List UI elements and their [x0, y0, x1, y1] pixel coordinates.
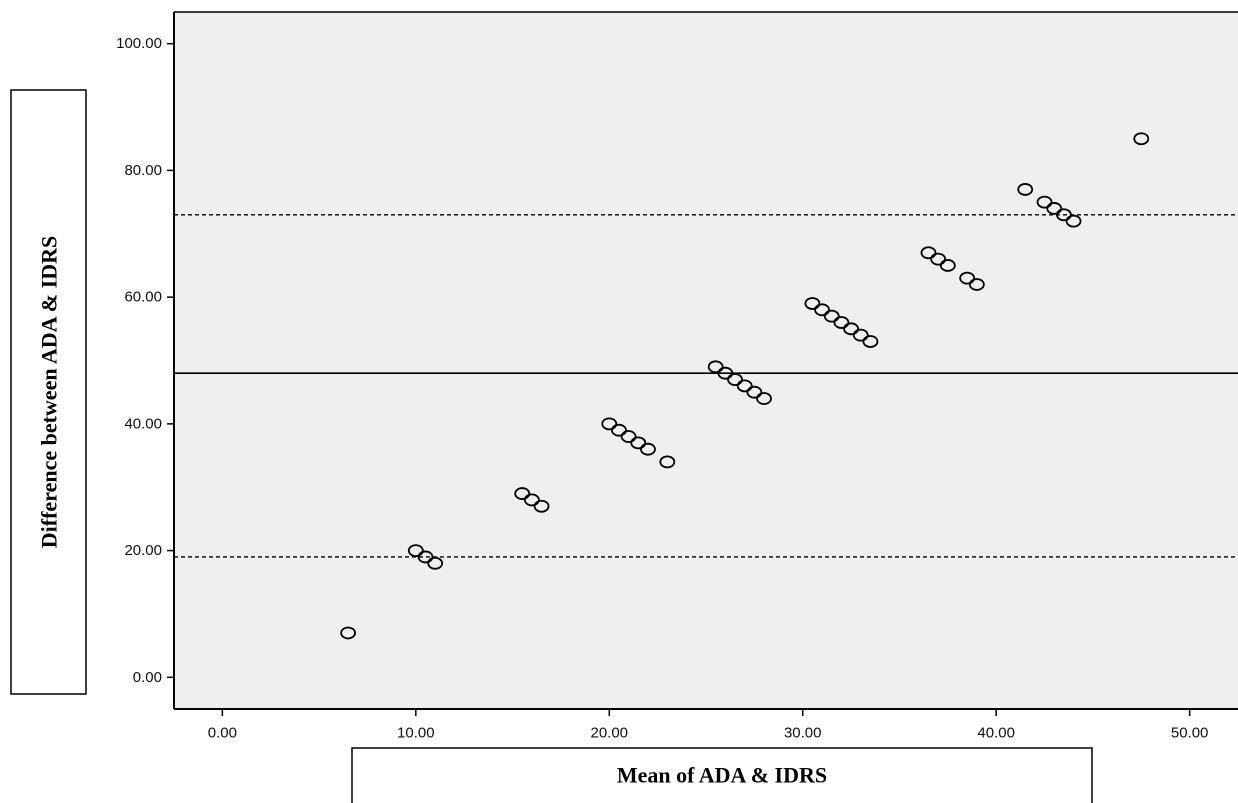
y-tick-label: 0.00	[133, 669, 162, 686]
data-point	[736, 379, 753, 393]
data-point	[1065, 214, 1082, 228]
data-point	[1055, 208, 1072, 222]
x-axis-ticks: 0.00 10.00 20.00 30.00 40.00 50.00	[208, 709, 1209, 742]
data-point	[523, 493, 540, 507]
data-point	[930, 252, 947, 266]
data-point	[852, 328, 869, 342]
data-point	[968, 278, 985, 291]
data-point	[814, 303, 830, 317]
data-point	[407, 544, 424, 557]
x-tick-label: 20.00	[590, 725, 628, 742]
data-points	[340, 132, 1150, 640]
x-tick-label: 50.00	[1171, 725, 1209, 742]
data-point	[833, 316, 850, 329]
data-point	[727, 373, 743, 386]
data-point	[707, 360, 724, 374]
data-point	[620, 430, 637, 443]
data-point	[640, 442, 656, 456]
y-tick-label: 60.00	[124, 289, 162, 306]
data-point	[533, 499, 550, 513]
x-tick-label: 10.00	[397, 725, 435, 742]
x-tick-label: 0.00	[208, 725, 237, 742]
data-point	[514, 487, 531, 500]
data-point	[862, 335, 879, 348]
data-point	[804, 297, 821, 310]
plot-area	[174, 12, 1238, 709]
data-point	[340, 626, 357, 640]
y-axis-title-box	[10, 89, 87, 695]
data-point	[611, 423, 627, 437]
data-point	[920, 246, 937, 260]
y-tick-label: 100.00	[116, 35, 162, 52]
y-tick-label: 20.00	[124, 542, 162, 559]
data-point	[746, 385, 763, 399]
x-axis-title: Mean of ADA & IDRS	[617, 763, 827, 788]
y-tick-label: 80.00	[124, 162, 162, 179]
data-point	[1036, 195, 1053, 209]
data-point	[939, 259, 956, 272]
y-tick-label: 40.00	[124, 415, 162, 432]
data-point	[1017, 183, 1034, 196]
x-axis-title-box	[351, 747, 1093, 803]
y-axis-title: Difference between ADA & IDRS	[37, 236, 62, 548]
x-tick-label: 30.00	[784, 725, 822, 742]
data-point	[427, 556, 444, 570]
data-point	[630, 436, 647, 450]
data-point	[756, 392, 772, 405]
data-point	[1133, 132, 1150, 146]
data-point	[959, 271, 976, 285]
data-point	[823, 309, 840, 323]
data-point	[717, 366, 734, 380]
data-point	[1046, 202, 1063, 215]
data-point	[659, 455, 676, 469]
data-point	[417, 550, 434, 564]
y-axis-ticks: 0.00 20.00 40.00 60.00 80.00 100.00	[116, 35, 174, 686]
reference-lines	[174, 214, 1238, 558]
x-tick-label: 40.00	[977, 725, 1015, 742]
data-point	[601, 417, 618, 431]
data-point	[843, 322, 859, 336]
